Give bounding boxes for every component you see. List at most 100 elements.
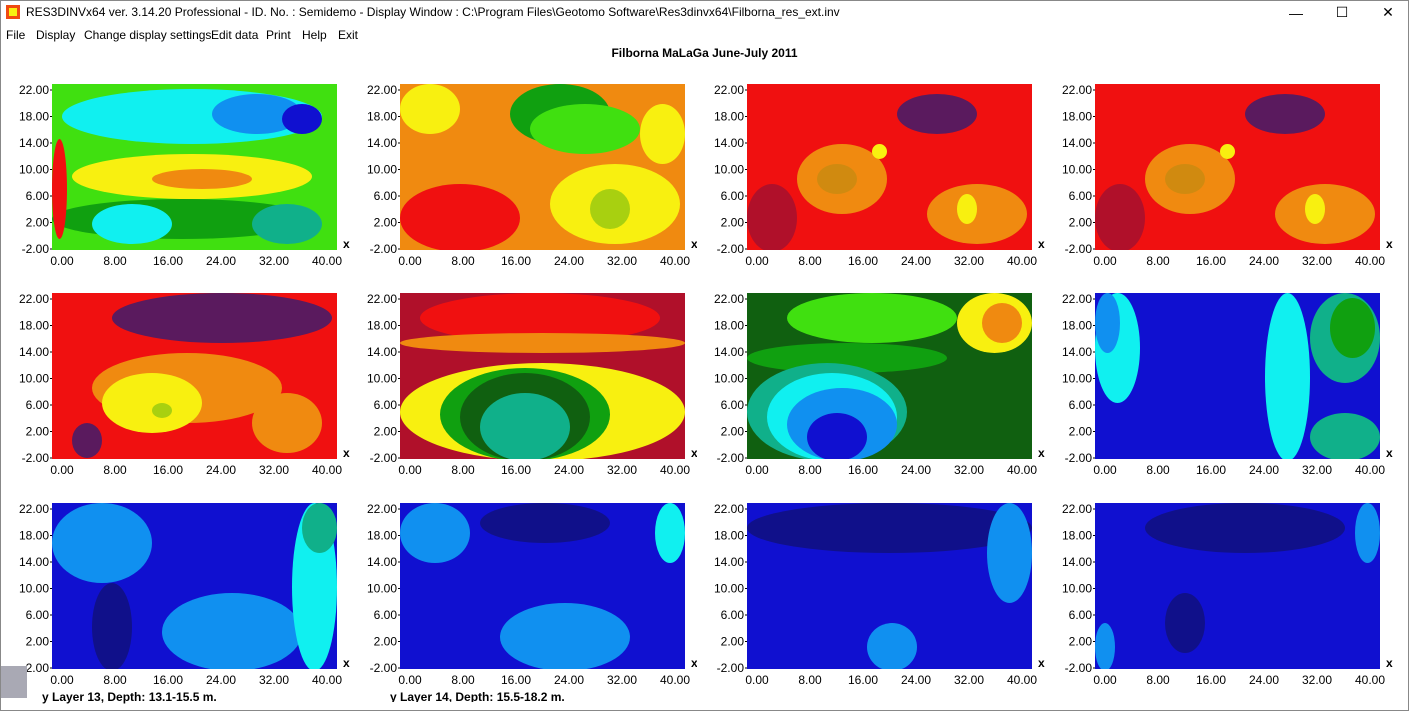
layer-panel-7: y Layer 7, Depth: 3.94-4.98 m.22.0018.00… xyxy=(697,271,1082,481)
y-tick-label: 2.00 xyxy=(721,425,745,439)
contour-region xyxy=(1095,293,1120,353)
y-tick-label: 6.00 xyxy=(1069,189,1093,203)
x-tick-label: 24.00 xyxy=(554,254,584,268)
contour-region xyxy=(500,603,630,671)
layer-panel-12: y Layer 12, Depth: 11.0-13.1 m.22.0018.0… xyxy=(1045,481,1409,691)
y-tick-label: 18.00 xyxy=(367,319,397,333)
x-tick-label: 40.00 xyxy=(660,254,690,268)
menu-edit-data[interactable]: Edit data xyxy=(211,28,259,42)
x-axis-label: x xyxy=(343,446,350,460)
x-tick-label: 24.00 xyxy=(901,254,931,268)
menu-help[interactable]: Help xyxy=(302,28,327,42)
x-axis-label: x xyxy=(343,237,350,251)
contour-region xyxy=(640,104,685,164)
x-tick-label: 40.00 xyxy=(1007,254,1037,268)
y-tick-label: 22.00 xyxy=(1062,83,1092,97)
y-tick-label: -2.00 xyxy=(370,661,398,675)
layer-13-label: y Layer 13, Depth: 13.1-15.5 m. xyxy=(42,690,217,704)
y-tick-label: -2.00 xyxy=(22,242,50,256)
y-tick-label: 14.00 xyxy=(714,345,744,359)
close-button[interactable]: ✕ xyxy=(1365,0,1409,25)
x-tick-label: 16.00 xyxy=(848,673,878,687)
x-tick-label: 16.00 xyxy=(848,254,878,268)
x-tick-label: 8.00 xyxy=(451,254,475,268)
y-tick-label: 6.00 xyxy=(721,608,745,622)
y-tick-label: -2.00 xyxy=(1065,451,1093,465)
x-tick-label: 24.00 xyxy=(1249,673,1279,687)
x-tick-label: 8.00 xyxy=(798,463,822,477)
y-tick-label: -2.00 xyxy=(1065,661,1093,675)
x-tick-label: 40.00 xyxy=(1355,673,1385,687)
menu-display[interactable]: Display xyxy=(36,28,76,42)
menu-change-display-settings[interactable]: Change display settings xyxy=(84,28,212,42)
x-tick-label: 24.00 xyxy=(206,254,236,268)
y-tick-label: 10.00 xyxy=(1062,582,1092,596)
y-tick-label: 18.00 xyxy=(1062,529,1092,543)
contour-region xyxy=(1165,164,1205,194)
x-tick-label: 24.00 xyxy=(554,463,584,477)
contour-region xyxy=(982,303,1022,343)
y-tick-label: 6.00 xyxy=(721,189,745,203)
contour-region xyxy=(655,503,685,563)
menu-print[interactable]: Print xyxy=(266,28,291,42)
y-tick-label: 14.00 xyxy=(19,136,49,150)
contour-region xyxy=(747,343,947,373)
x-tick-label: 40.00 xyxy=(312,254,342,268)
y-tick-label: 14.00 xyxy=(1062,136,1092,150)
maximize-button[interactable]: ☐ xyxy=(1319,0,1365,25)
y-tick-label: 18.00 xyxy=(1062,319,1092,333)
x-tick-label: 32.00 xyxy=(954,254,984,268)
y-tick-label: 6.00 xyxy=(26,398,50,412)
contour-region xyxy=(400,333,685,353)
x-tick-label: 16.00 xyxy=(153,463,183,477)
y-tick-label: 22.00 xyxy=(19,502,49,516)
y-tick-label: 22.00 xyxy=(19,292,49,306)
layer-14-label: y Layer 14, Depth: 15.5-18.2 m. xyxy=(390,690,565,702)
contour-region xyxy=(957,194,977,224)
minimize-button[interactable]: — xyxy=(1273,0,1319,25)
x-tick-label: 0.00 xyxy=(50,254,74,268)
y-tick-label: 18.00 xyxy=(19,529,49,543)
layer-panel-9: y Layer 9, Depth: 6.18-7.55 m.22.0018.00… xyxy=(2,481,387,691)
contour-region xyxy=(212,94,302,134)
contour-region xyxy=(1330,298,1375,358)
x-tick-label: 8.00 xyxy=(1146,254,1170,268)
display-window: Filborna MaLaGa June-July 2011 y Layer 1… xyxy=(0,45,1409,711)
x-axis-label: x xyxy=(691,656,698,670)
contour-region xyxy=(420,293,660,343)
x-tick-label: 8.00 xyxy=(1146,673,1170,687)
contour-region xyxy=(872,144,887,159)
y-tick-label: 18.00 xyxy=(714,529,744,543)
x-tick-label: 32.00 xyxy=(1302,254,1332,268)
contour-region xyxy=(92,204,172,244)
x-tick-label: 32.00 xyxy=(259,254,289,268)
y-tick-label: 18.00 xyxy=(19,319,49,333)
x-tick-label: 40.00 xyxy=(1007,673,1037,687)
y-tick-label: 10.00 xyxy=(19,163,49,177)
x-tick-label: 40.00 xyxy=(660,463,690,477)
x-axis-label: x xyxy=(1038,656,1045,670)
contour-region xyxy=(1275,184,1375,244)
contour-region xyxy=(530,104,640,154)
contour-region xyxy=(52,503,152,583)
x-tick-label: 24.00 xyxy=(901,463,931,477)
y-tick-label: 22.00 xyxy=(19,83,49,97)
y-tick-label: 10.00 xyxy=(1062,372,1092,386)
y-tick-label: 14.00 xyxy=(19,555,49,569)
menu-file[interactable]: File xyxy=(6,28,26,42)
x-tick-label: 32.00 xyxy=(954,463,984,477)
x-tick-label: 0.00 xyxy=(398,463,422,477)
x-tick-label: 32.00 xyxy=(607,673,637,687)
x-tick-label: 16.00 xyxy=(1196,463,1226,477)
layer-panel-6: y Layer 6, Depth: 3.03-3.94 m.22.0018.00… xyxy=(350,271,735,481)
x-tick-label: 16.00 xyxy=(501,254,531,268)
minimize-icon: — xyxy=(1289,4,1303,21)
x-tick-label: 16.00 xyxy=(153,673,183,687)
y-tick-label: 10.00 xyxy=(19,372,49,386)
x-tick-label: 0.00 xyxy=(745,463,769,477)
contour-region xyxy=(480,503,610,543)
y-tick-label: 10.00 xyxy=(367,372,397,386)
y-tick-label: 10.00 xyxy=(714,163,744,177)
y-tick-label: 14.00 xyxy=(367,345,397,359)
menu-exit[interactable]: Exit xyxy=(338,28,359,42)
